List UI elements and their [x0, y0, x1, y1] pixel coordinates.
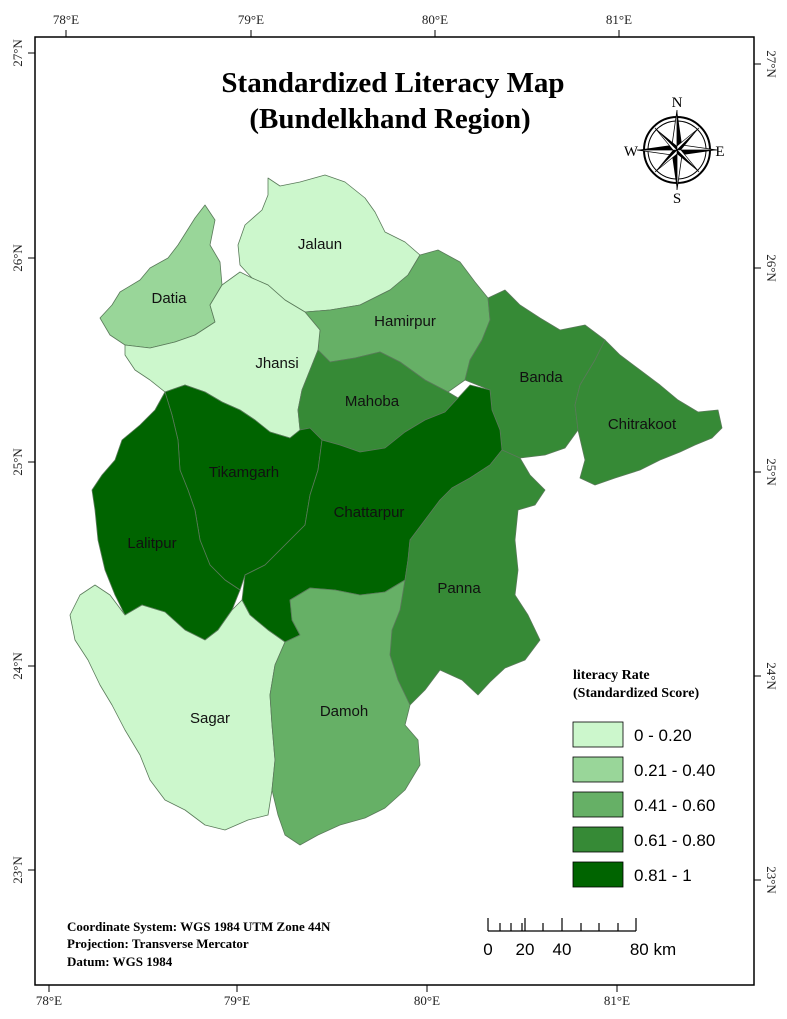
district-sagar[interactable] [69, 584, 286, 831]
legend-swatch-4 [572, 861, 624, 888]
lat-label-right-26: 26°N [764, 254, 779, 282]
lat-label-left-26: 26°N [10, 244, 25, 272]
label-tikamgarh: Tikamgarh [209, 464, 279, 481]
map-title-line1: Standardized Literacy Map [221, 67, 564, 99]
label-panna: Panna [437, 580, 481, 597]
lon-label-bottom-78: 78°E [36, 993, 62, 1008]
lat-label-right-24: 24°N [764, 662, 779, 690]
scale-label-0: 0 [483, 940, 492, 959]
legend-swatch-1 [572, 756, 624, 783]
lat-label-left-23: 23°N [10, 856, 25, 884]
district-chitrakoot[interactable] [574, 339, 723, 486]
legend-swatch-2 [572, 791, 624, 818]
legend-label-3: 0.61 - 0.80 [634, 831, 715, 850]
datum-text: Datum: WGS 1984 [67, 954, 173, 969]
coordinate-system-text: Coordinate System: WGS 1984 UTM Zone 44N [67, 919, 331, 934]
district-polygons [69, 174, 723, 846]
compass-n: N [672, 95, 683, 111]
scale-label-20: 20 [516, 940, 535, 959]
legend-label-2: 0.41 - 0.60 [634, 796, 715, 815]
legend-title-line2: (Standardized Score) [573, 686, 699, 701]
label-sagar: Sagar [190, 710, 230, 727]
legend-classes: 0 - 0.20 0.21 - 0.40 0.41 - 0.60 0.61 - … [572, 721, 715, 888]
scale-bar [487, 918, 637, 932]
lat-label-right-25: 25°N [764, 458, 779, 486]
label-damoh: Damoh [320, 703, 368, 720]
compass-e: E [715, 144, 724, 160]
lon-label-bottom-81: 81°E [604, 993, 630, 1008]
lon-label-bottom-80: 80°E [414, 993, 440, 1008]
legend-label-0: 0 - 0.20 [634, 726, 692, 745]
lat-label-left-24: 24°N [10, 652, 25, 680]
label-jalaun: Jalaun [298, 236, 342, 253]
compass-s: S [673, 191, 681, 207]
label-datia: Datia [151, 290, 187, 307]
map-title-line2: (Bundelkhand Region) [249, 103, 530, 135]
legend-swatch-3 [572, 826, 624, 853]
label-lalitpur: Lalitpur [127, 535, 176, 552]
legend-title-line1: literacy Rate [573, 668, 650, 683]
lat-label-left-27: 27°N [10, 39, 25, 67]
scale-label-80: 80 km [630, 940, 676, 959]
lon-label-bottom-79: 79°E [224, 993, 250, 1008]
label-banda: Banda [519, 369, 563, 386]
label-chitrakoot: Chitrakoot [608, 416, 677, 433]
legend-label-4: 0.81 - 1 [634, 866, 692, 885]
label-hamirpur: Hamirpur [374, 313, 436, 330]
lat-label-left-25: 25°N [10, 448, 25, 476]
lon-label-top-79: 79°E [238, 12, 264, 27]
scale-label-40: 40 [553, 940, 572, 959]
north-arrow-icon [636, 109, 718, 191]
legend-swatch-0 [572, 721, 624, 748]
label-jhansi: Jhansi [255, 355, 298, 372]
lon-label-top-78: 78°E [53, 12, 79, 27]
district-damoh[interactable] [269, 579, 421, 846]
lat-label-right-27: 27°N [764, 50, 779, 78]
legend-label-1: 0.21 - 0.40 [634, 761, 715, 780]
projection-text: Projection: Transverse Mercator [67, 936, 249, 951]
district-panna[interactable] [389, 449, 546, 706]
compass-w: W [624, 144, 639, 160]
graticule-ticks [28, 30, 761, 992]
lat-label-right-23: 23°N [764, 866, 779, 894]
lon-label-top-80: 80°E [422, 12, 448, 27]
lon-label-top-81: 81°E [606, 12, 632, 27]
label-chattarpur: Chattarpur [334, 504, 405, 521]
label-mahoba: Mahoba [345, 393, 400, 410]
district-banda[interactable] [464, 289, 606, 459]
